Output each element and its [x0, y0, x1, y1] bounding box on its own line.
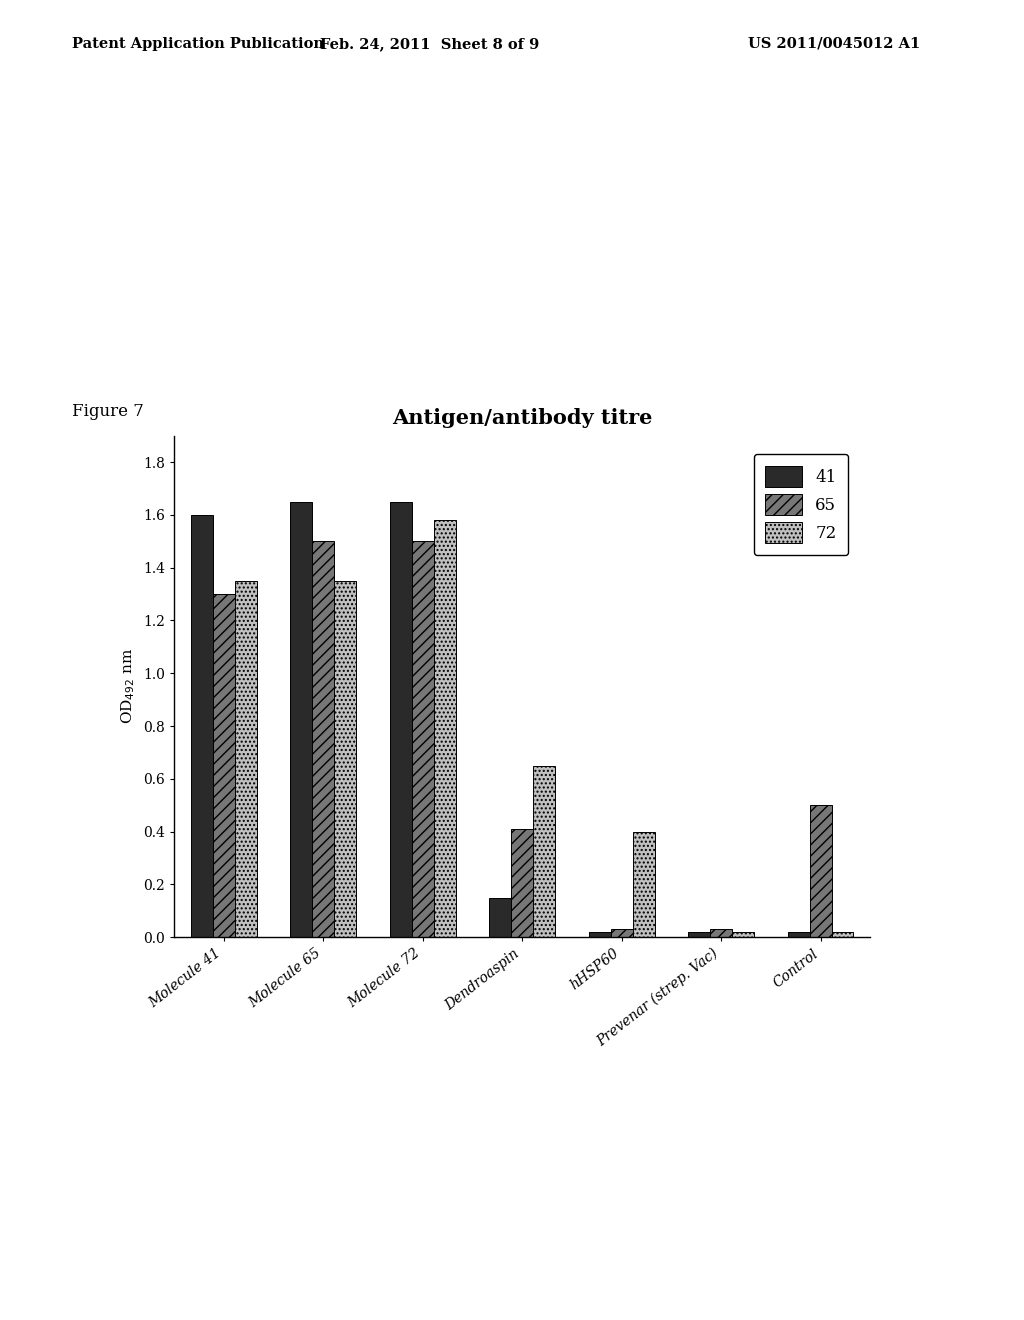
Bar: [412, 541, 434, 937]
Bar: [291, 502, 312, 937]
Text: Feb. 24, 2011  Sheet 8 of 9: Feb. 24, 2011 Sheet 8 of 9: [321, 37, 540, 51]
Y-axis label: OD$_{492}$ nm: OD$_{492}$ nm: [120, 648, 137, 725]
Title: Antigen/antibody titre: Antigen/antibody titre: [392, 408, 652, 429]
Bar: [589, 932, 610, 937]
Bar: [633, 832, 654, 937]
Bar: [534, 766, 555, 937]
Bar: [511, 829, 534, 937]
Bar: [810, 805, 831, 937]
Bar: [434, 520, 456, 937]
Bar: [831, 932, 853, 937]
Legend: 41, 65, 72: 41, 65, 72: [754, 454, 848, 554]
Bar: [787, 932, 810, 937]
Text: US 2011/0045012 A1: US 2011/0045012 A1: [748, 37, 920, 51]
Bar: [489, 898, 511, 937]
Bar: [334, 581, 356, 937]
Bar: [312, 541, 334, 937]
Bar: [610, 929, 633, 937]
Bar: [390, 502, 412, 937]
Bar: [234, 581, 257, 937]
Bar: [213, 594, 234, 937]
Bar: [191, 515, 213, 937]
Bar: [711, 929, 732, 937]
Bar: [688, 932, 711, 937]
Bar: [732, 932, 754, 937]
Text: Figure 7: Figure 7: [72, 403, 143, 420]
Text: Patent Application Publication: Patent Application Publication: [72, 37, 324, 51]
